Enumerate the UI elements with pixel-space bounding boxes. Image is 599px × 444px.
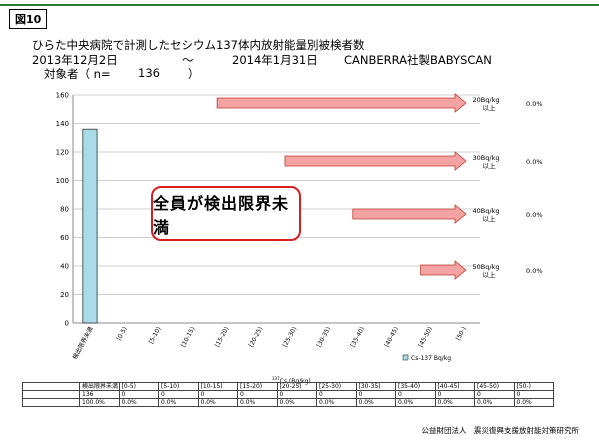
table-cell: [20-25) [276, 382, 317, 391]
table-cell: 0.0% [434, 398, 475, 407]
table-cell [22, 390, 80, 399]
subjects-n: 136 [138, 66, 160, 80]
table-cell: 0 [118, 390, 159, 399]
table-cell: 0 [316, 390, 357, 399]
threshold-label: 30Bq/kg [473, 154, 500, 162]
y-tick-label: 120 [56, 149, 69, 157]
table-cell: [5-10) [158, 382, 199, 391]
y-tick-label: 100 [56, 177, 69, 185]
y-tick-label: 20 [60, 291, 69, 299]
table-cell: [25-30) [316, 382, 357, 391]
x-tick-label: [30-35) [316, 326, 333, 349]
threshold-percent: 0.0% [526, 158, 543, 166]
table-unit-title: 137Cs (Bq/kg) [272, 376, 311, 385]
table-cell: 0.0% [197, 398, 238, 407]
table-cell: 0 [395, 390, 436, 399]
period-start: 2013年12月2日 [32, 53, 118, 67]
y-tick-label: 80 [60, 206, 69, 214]
x-tick-label: [0-5) [116, 326, 129, 342]
table-cell: 0 [434, 390, 475, 399]
threshold-arrow [216, 93, 467, 113]
summary-table: 検出限界未満 [0-5) [5-10) [10-15) [15-20) [20-25) [2… [22, 382, 554, 407]
table-cell: 0 [237, 390, 278, 399]
x-tick-label: [40-45) [383, 326, 400, 349]
subjects-label: 対象者（ n= [44, 67, 111, 81]
unit-rest: Cs (Bq/kg) [279, 378, 311, 385]
x-tick-label: [20-25) [248, 326, 265, 349]
threshold-label: 20Bq/kg [473, 96, 500, 104]
y-tick-label: 40 [60, 263, 69, 271]
table-cell: 136 [79, 390, 120, 399]
table-cell: [40-45) [434, 382, 475, 391]
table-cell: [15-20) [237, 382, 278, 391]
y-tick-label: 60 [60, 234, 69, 242]
threshold-arrow [284, 151, 467, 171]
table-cell: 0 [474, 390, 515, 399]
table-cell: 0 [276, 390, 317, 399]
top-rule [0, 4, 599, 6]
table-cell: 0 [197, 390, 238, 399]
unit-sup: 137 [272, 376, 280, 381]
table-cell: [35-40) [395, 382, 436, 391]
figure-label: 図10 [9, 9, 48, 29]
table-cell: [10-15) [197, 382, 238, 391]
table-cell: 0.0% [355, 398, 396, 407]
threshold-label: 40Bq/kg [473, 207, 500, 215]
y-tick-label: 160 [56, 92, 69, 100]
x-tick-label: [10-15) [180, 326, 197, 349]
x-tick-label: [45-50) [417, 326, 434, 349]
period-tilde: ～ [182, 53, 194, 67]
table-cell: 0.0% [237, 398, 278, 407]
y-tick-label: 0 [65, 320, 69, 328]
table-cell: 0 [513, 390, 554, 399]
table-cell [22, 382, 80, 391]
threshold-sub-label: 以上 [483, 270, 497, 279]
table-cell: 0.0% [474, 398, 515, 407]
threshold-sub-label: 以上 [483, 214, 497, 223]
x-tick-label: [35-40) [349, 326, 366, 349]
footer-organization: 公益財団法人 震災復興支援放射能対策研究所 [421, 426, 580, 435]
table-cell: [50-) [513, 382, 554, 391]
table-cell: [30-35) [355, 382, 396, 391]
x-tick-label: [25-30) [282, 326, 299, 349]
bar [82, 128, 98, 324]
callout-box: 全員が検出限界未満 [151, 186, 301, 241]
x-tick-label: [5-10) [148, 326, 163, 345]
x-tick-label: 検出限界未満 [71, 325, 95, 361]
y-tick-label: 140 [56, 120, 69, 128]
table-cell: 0 [158, 390, 199, 399]
table-cell: [0-5) [118, 382, 159, 391]
threshold-arrow [352, 204, 467, 224]
table-cell: [45-50) [474, 382, 515, 391]
table-cell [22, 398, 80, 407]
legend-label: Cs-137 Bq/kg [411, 355, 451, 362]
x-tick-label: [50-) [455, 326, 468, 342]
subjects-close: ） [188, 67, 200, 81]
table-cell: 0.0% [158, 398, 199, 407]
table-cell: 検出限界未満 [79, 382, 120, 391]
table-row: 136 0 0 0 0 0 0 0 0 0 0 0 [22, 390, 554, 399]
threshold-sub-label: 以上 [483, 103, 497, 112]
x-tick-label: [15-20) [214, 326, 231, 349]
table-cell: 0.0% [316, 398, 357, 407]
table-cell: 100.0% [79, 398, 120, 407]
threshold-percent: 0.0% [526, 267, 543, 275]
threshold-label: 50Bq/kg [473, 263, 500, 271]
table-cell: 0.0% [118, 398, 159, 407]
legend-swatch [402, 354, 409, 361]
table-cell: 0.0% [395, 398, 436, 407]
threshold-arrow [420, 260, 467, 280]
period-end: 2014年1月31日 [232, 53, 318, 67]
threshold-percent: 0.0% [526, 211, 543, 219]
table-cell: 0.0% [513, 398, 554, 407]
threshold-percent: 0.0% [526, 100, 543, 108]
device-name: CANBERRA社製BABYSCAN [344, 53, 492, 67]
table-row: 100.0% 0.0% 0.0% 0.0% 0.0% 0.0% 0.0% 0.0% 0.0% 0.… [22, 398, 554, 407]
table-cell: 0 [355, 390, 396, 399]
table-cell: 0.0% [276, 398, 317, 407]
threshold-sub-label: 以上 [483, 161, 497, 170]
chart-title: ひらた中央病院で計測したセシウム137体内放射能量別被検者数 [32, 38, 365, 52]
table-header-row: 検出限界未満 [0-5) [5-10) [10-15) [15-20) [20-25) [2… [22, 382, 554, 391]
